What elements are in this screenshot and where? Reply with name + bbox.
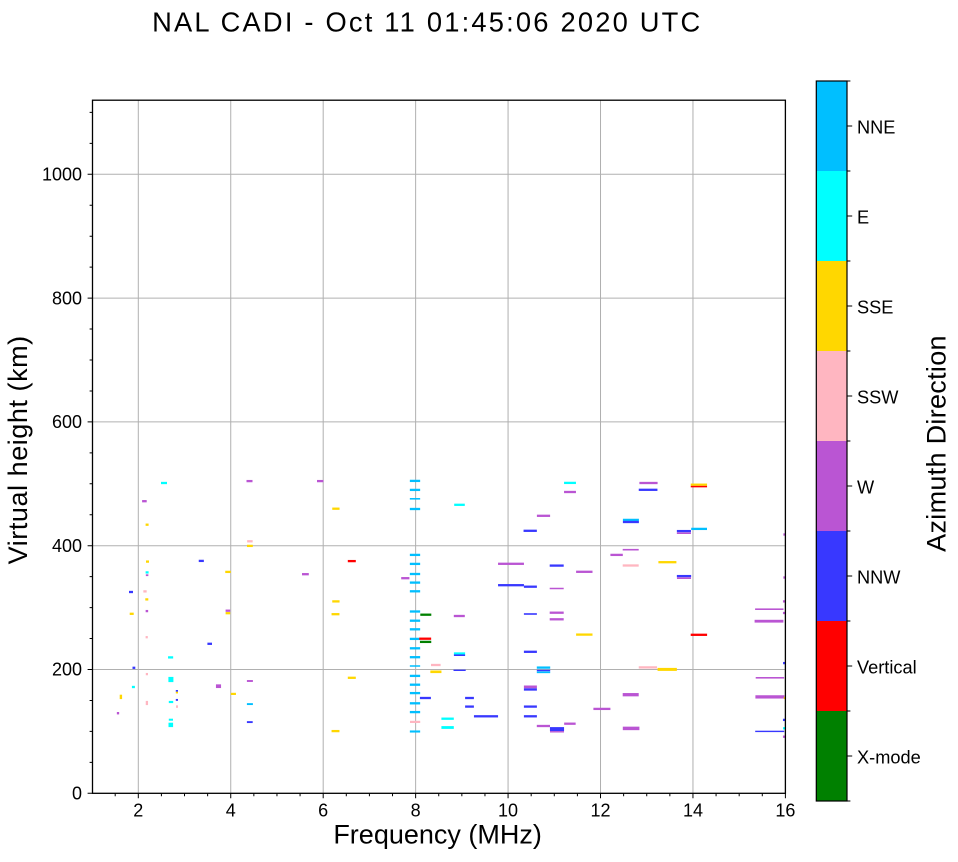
svg-text:10: 10: [498, 800, 518, 820]
svg-text:16: 16: [775, 800, 795, 820]
svg-text:SSW: SSW: [857, 388, 899, 408]
svg-text:E: E: [857, 208, 869, 228]
svg-text:Frequency (MHz): Frequency (MHz): [333, 820, 542, 850]
svg-text:Virtual height (km): Virtual height (km): [3, 335, 33, 564]
svg-text:W: W: [857, 478, 875, 498]
svg-text:Azimuth Direction: Azimuth Direction: [921, 335, 951, 552]
svg-text:NNW: NNW: [857, 568, 901, 588]
svg-text:400: 400: [52, 536, 82, 556]
svg-text:X-mode: X-mode: [857, 748, 921, 768]
svg-text:14: 14: [683, 800, 703, 820]
svg-text:SSE: SSE: [857, 298, 893, 318]
svg-text:NAL CADI - Oct 11 01:45:06 202: NAL CADI - Oct 11 01:45:06 2020 UTC: [152, 6, 702, 37]
svg-text:NNE: NNE: [857, 118, 895, 138]
svg-text:8: 8: [411, 800, 421, 820]
svg-text:2: 2: [133, 800, 143, 820]
svg-text:600: 600: [52, 412, 82, 432]
svg-text:800: 800: [52, 288, 82, 308]
svg-text:1000: 1000: [42, 165, 82, 185]
svg-text:6: 6: [318, 800, 328, 820]
svg-text:0: 0: [72, 784, 82, 804]
svg-text:200: 200: [52, 660, 82, 680]
svg-text:4: 4: [226, 800, 236, 820]
svg-text:12: 12: [590, 800, 610, 820]
svg-text:Vertical: Vertical: [857, 658, 917, 678]
